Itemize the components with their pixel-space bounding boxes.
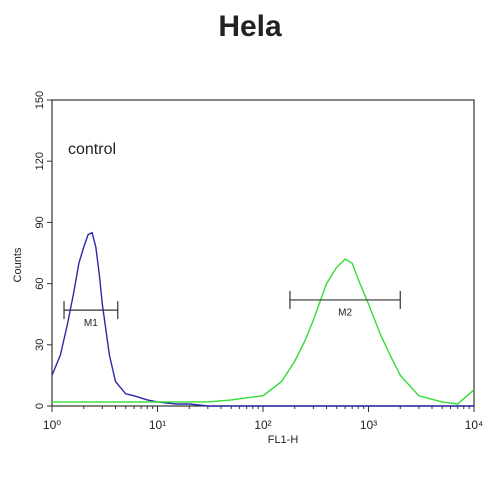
x-tick-label: 10⁰ — [43, 418, 61, 432]
chart-title: Hela — [218, 10, 282, 43]
gate-label: M2 — [338, 308, 352, 319]
y-tick-label: 150 — [34, 91, 46, 109]
y-tick-label: 0 — [34, 403, 46, 409]
series-line — [52, 258, 475, 405]
y-tick-label: 60 — [34, 277, 46, 289]
x-tick-label: 10¹ — [149, 418, 166, 432]
x-tick-label: 10⁴ — [465, 418, 484, 432]
x-tick-label: 10³ — [360, 418, 377, 432]
y-tick-label: 30 — [34, 339, 46, 351]
annotation: control — [68, 141, 116, 158]
x-tick-label: 10² — [254, 418, 271, 432]
y-axis-label: Counts — [12, 247, 24, 282]
y-tick-label: 120 — [34, 152, 46, 170]
gate-label: M1 — [84, 318, 98, 329]
y-tick-label: 90 — [34, 216, 46, 228]
series-line — [51, 231, 474, 407]
x-axis-label: FL1-H — [268, 434, 299, 446]
